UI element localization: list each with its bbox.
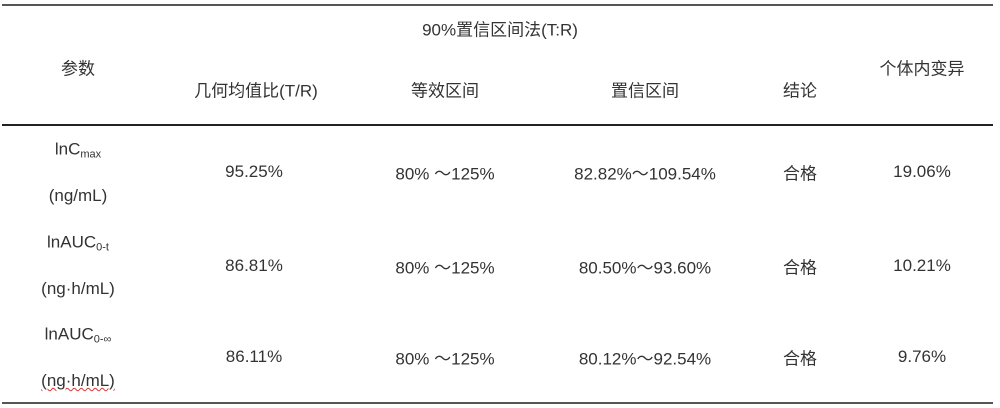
top-rule [2,4,993,6]
equiv-value: 80% ～125% [395,258,495,278]
conclusion-cell: 合格 [783,160,817,185]
gmr-value: 86.11% [225,347,283,366]
bottom-rule [2,402,993,404]
param-name: lnAUC0-∞ [45,325,112,346]
param-name: lnCmax [55,140,101,161]
col-header-gmr: 几何均值比(T/R) [194,81,318,101]
param-main: lnAUC [47,232,97,252]
conclusion-value: 合格 [783,258,817,278]
col-header-conclusion: 结论 [783,81,817,101]
param-subscript: 0-∞ [93,333,112,346]
conclusion-cell: 合格 [783,345,817,370]
cv-cell: 10.21% [893,256,951,276]
group-header: 90%置信区间法(T:R) [422,20,578,40]
unit-text: (ng·h/mL) [41,279,115,298]
equiv-cell: 80% ～125% [395,160,494,185]
col-header-ci: 置信区间 [611,81,679,101]
ci-value: 80.50%～93.60% [578,258,712,278]
conclusion-value: 合格 [783,349,817,369]
ci-value: 82.82%～109.54% [574,164,716,184]
equiv-value: 80% ～125% [395,349,495,369]
param-subscript: max [80,148,102,161]
gmr-cell: 86.11% [226,347,282,367]
param-main: lnC [54,139,81,159]
gmr-cell: 86.81% [225,256,283,276]
param-unit: (ng·h/mL) [41,279,115,299]
equiv-cell: 80% ～125% [395,254,494,279]
cv-cell: 9.76% [898,347,946,367]
conclusion-value: 合格 [783,164,817,184]
conclusion-cell: 合格 [783,254,817,279]
param-name: lnAUC0-t [47,233,109,254]
cv-value: 9.76% [897,347,947,366]
col-header-cv: 个体内变异 [879,59,965,79]
header-rule [2,124,993,126]
cv-value: 19.06% [893,162,951,181]
unit-text: (ng·h/mL) [41,371,115,390]
equiv-value: 80% ～125% [395,164,495,184]
col-header-param: 参数 [61,59,95,79]
gmr-value: 86.81% [225,256,283,275]
ci-value: 80.12%～92.54% [578,349,712,369]
param-subscript: 0-t [96,241,109,254]
col-header-equiv: 等效区间 [411,81,479,101]
param-unit: (ng·h/mL) [41,371,115,391]
ci-cell: 82.82%～109.54% [574,160,716,185]
ci-cell: 80.12%～92.54% [579,345,711,370]
cv-value: 10.21% [893,256,951,275]
unit-text: (ng/mL) [48,186,108,205]
cv-cell: 19.06% [893,162,951,182]
gmr-value: 95.25% [225,162,283,181]
equiv-cell: 80% ～125% [395,345,494,370]
gmr-cell: 95.25% [225,162,283,182]
param-main: lnAUC [44,324,94,344]
param-unit: (ng/mL) [49,186,108,206]
ci-cell: 80.50%～93.60% [579,254,711,279]
